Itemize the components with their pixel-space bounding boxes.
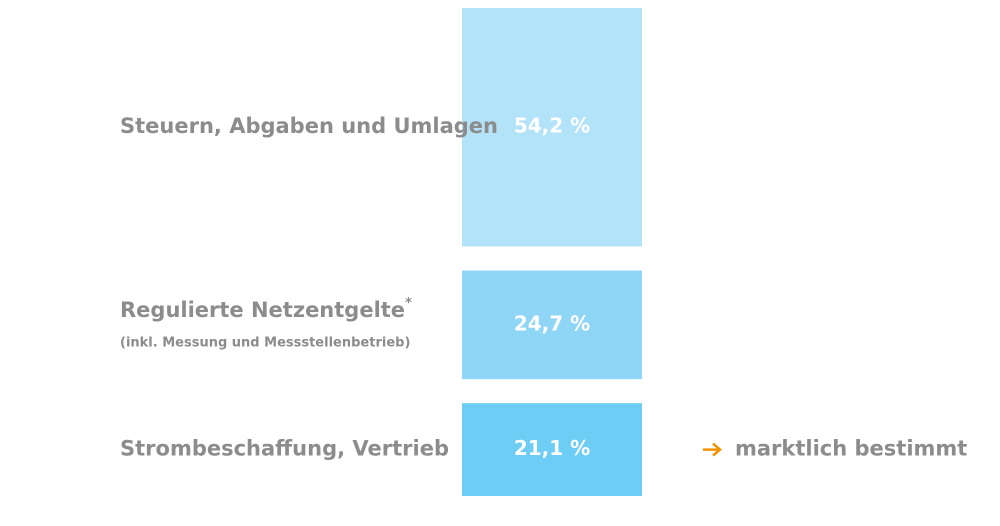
category-text: Regulierte Netzentgelte [120, 298, 405, 322]
annotation: marktlich bestimmt [735, 437, 967, 461]
block [462, 403, 642, 496]
block [462, 270, 642, 380]
category-label: Steuern, Abgaben und Umlagen [120, 114, 498, 138]
value-label: 24,7 % [514, 311, 590, 335]
category-label: Strombeschaffung, Vertrieb [120, 437, 449, 461]
footnote-mark: * [405, 295, 412, 310]
value-label: 21,1 % [514, 436, 590, 460]
category-text: Strombeschaffung, Vertrieb [120, 437, 449, 461]
category-note: (inkl. Messung und Messstellenbetrieb) [120, 335, 410, 350]
block [462, 8, 642, 247]
arrow [703, 442, 722, 457]
category-text: Steuern, Abgaben und Umlagen [120, 114, 498, 138]
value-label: 54,2 % [514, 114, 590, 138]
category-label: Regulierte Netzentgelte* [120, 295, 412, 322]
